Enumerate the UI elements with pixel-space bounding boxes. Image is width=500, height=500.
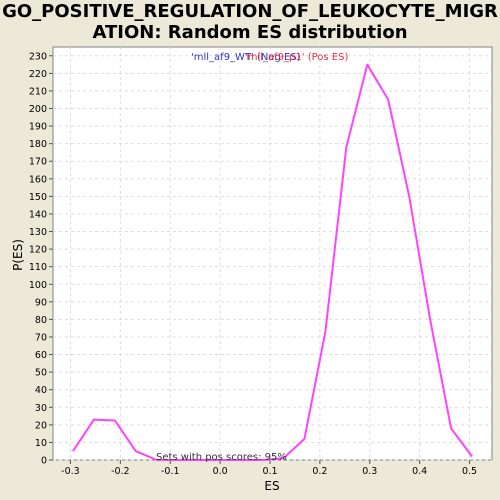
y-tick-label: 60 xyxy=(35,350,47,361)
y-tick-label: 200 xyxy=(29,104,47,115)
y-tick-label: 210 xyxy=(29,86,47,97)
x-tick-label: -0.1 xyxy=(161,466,180,477)
y-tick-label: 150 xyxy=(29,192,47,203)
y-tick-label: 100 xyxy=(29,280,47,291)
grid xyxy=(53,47,492,461)
x-tick-label: 0.1 xyxy=(262,466,277,477)
y-axis-label: P(ES) xyxy=(11,239,25,271)
x-tick-label: 0.4 xyxy=(412,466,427,477)
x-tick-label: 0.5 xyxy=(462,466,477,477)
x-tick-label: -0.2 xyxy=(111,466,130,477)
legend-pos-label: 'mll_af9_p1' (Pos ES) xyxy=(245,52,348,63)
y-tick-label: 90 xyxy=(35,297,47,308)
legend-neg-label: 'mll_af9_WT' (Neg ES) xyxy=(191,52,301,63)
series-line xyxy=(72,63,473,461)
y-tick-label: 160 xyxy=(29,174,47,185)
y-tick-label: 220 xyxy=(29,69,47,80)
y-tick-label: 20 xyxy=(35,420,47,431)
x-tick-label: 0.0 xyxy=(213,466,228,477)
y-tick-label: 180 xyxy=(29,139,47,150)
y-tick-label: 50 xyxy=(35,368,47,379)
y-tick-label: 120 xyxy=(29,245,47,256)
x-axis-label: ES xyxy=(264,479,279,493)
chart-title: GO_POSITIVE_REGULATION_OF_LEUKOCYTE_MIGR… xyxy=(2,1,498,43)
y-tick-label: 0 xyxy=(41,456,47,467)
x-tick-label: -0.3 xyxy=(61,466,80,477)
y-tick-label: 80 xyxy=(35,315,47,326)
y-tick-label: 110 xyxy=(29,262,47,273)
x-tick-label: 0.2 xyxy=(312,466,327,477)
y-tick-label: 140 xyxy=(29,209,47,220)
y-tick-label: 70 xyxy=(35,332,47,343)
x-tick-label: 0.3 xyxy=(362,466,377,477)
axes: 0 10 20 30 40 50 60 70 80 90 100 110 120 130 140 150 160… xyxy=(29,51,477,477)
y-tick-label: 40 xyxy=(35,385,47,396)
y-tick-label: 130 xyxy=(29,227,47,238)
y-tick-label: 190 xyxy=(29,122,47,133)
annotation-pos-scores: Sets with pos scores: 95% xyxy=(156,452,287,463)
y-tick-label: 170 xyxy=(29,157,47,168)
y-tick-label: 230 xyxy=(29,51,47,62)
y-tick-label: 10 xyxy=(35,438,47,449)
series xyxy=(72,63,473,461)
y-tick-label: 30 xyxy=(35,403,47,414)
